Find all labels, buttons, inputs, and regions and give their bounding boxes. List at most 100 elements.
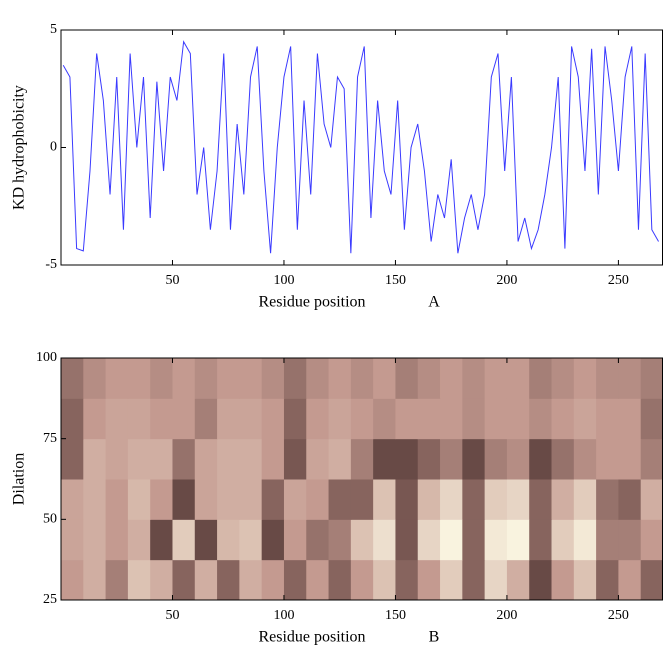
heat-cell — [261, 559, 285, 600]
heat-cell — [172, 479, 196, 520]
heat-cell — [61, 398, 84, 440]
heat-cell — [395, 398, 419, 440]
heat-cell — [350, 438, 374, 480]
heat-cell — [61, 479, 84, 520]
heat-cell — [239, 559, 263, 600]
heat-cell — [484, 438, 508, 480]
x-tick-label: 250 — [608, 608, 629, 623]
y-tick-label: 100 — [36, 350, 57, 365]
heat-cell — [150, 358, 173, 399]
heat-cell — [506, 519, 530, 561]
heat-cell — [551, 438, 575, 480]
heat-cell — [596, 438, 619, 480]
heat-cell — [127, 438, 151, 480]
heat-cell — [127, 398, 151, 440]
heat-cell — [440, 559, 463, 600]
heat-cell — [239, 358, 263, 399]
heat-cell — [172, 519, 196, 561]
heat-cell — [551, 559, 575, 600]
heat-cell — [350, 358, 374, 399]
heat-cell — [484, 479, 508, 520]
heat-cell — [105, 358, 129, 399]
heat-cell — [172, 438, 196, 480]
heat-cell — [506, 358, 530, 399]
heat-cell — [150, 438, 173, 480]
heat-cell — [618, 398, 642, 440]
heat-cell — [328, 479, 352, 520]
heat-cell — [328, 398, 352, 440]
heat-cell — [306, 358, 330, 399]
heat-cell — [440, 398, 463, 440]
heat-cell — [61, 559, 84, 600]
heat-cell — [261, 519, 285, 561]
heat-cell — [573, 398, 597, 440]
heat-cell — [194, 559, 218, 600]
heat-cell — [217, 438, 240, 480]
heat-cell — [551, 398, 575, 440]
heat-cell — [640, 438, 663, 480]
heat-cell — [306, 438, 330, 480]
heat-cell — [150, 398, 173, 440]
heat-cell — [462, 479, 486, 520]
heat-cell — [417, 519, 441, 561]
heat-cell — [618, 479, 642, 520]
heat-cell — [640, 479, 663, 520]
heat-cell — [395, 559, 419, 600]
heat-cell — [83, 438, 107, 480]
heat-cell — [306, 519, 330, 561]
heat-cell — [350, 479, 374, 520]
heat-cell — [417, 398, 441, 440]
heat-cell — [440, 438, 463, 480]
heat-cell — [283, 559, 307, 600]
heat-cell — [618, 519, 642, 561]
heat-cell — [484, 519, 508, 561]
heat-cell — [529, 398, 553, 440]
heat-cell — [573, 559, 597, 600]
heat-cell — [596, 519, 619, 561]
heat-cell — [194, 519, 218, 561]
heat-cell — [306, 559, 330, 600]
heat-cell — [395, 479, 419, 520]
heat-cell — [127, 519, 151, 561]
heat-cell — [83, 559, 107, 600]
heat-cell — [484, 358, 508, 399]
heat-cell — [105, 438, 129, 480]
heat-cell — [83, 398, 107, 440]
heat-cell — [328, 358, 352, 399]
x-tick-label: 50 — [165, 273, 179, 288]
heat-cell — [283, 519, 307, 561]
axes-frame — [60, 29, 663, 266]
heat-cell — [172, 559, 196, 600]
heat-cell — [462, 398, 486, 440]
heat-cell — [506, 438, 530, 480]
panel-label: B — [429, 629, 440, 646]
heat-cell — [150, 559, 173, 600]
heat-cell — [462, 519, 486, 561]
data-line — [62, 40, 659, 254]
heat-cell — [217, 398, 240, 440]
heat-cell — [484, 398, 508, 440]
heat-cell — [239, 438, 263, 480]
heat-cell — [194, 479, 218, 520]
plot-area — [61, 358, 663, 600]
heat-cell — [239, 398, 263, 440]
heat-cell — [618, 559, 642, 600]
heat-cell — [373, 438, 396, 480]
heat-cell — [640, 519, 663, 561]
heat-cell — [640, 358, 663, 399]
heat-cell — [127, 358, 151, 399]
heat-cell — [261, 398, 285, 440]
heat-cell — [529, 358, 553, 399]
heat-cell — [328, 519, 352, 561]
panel-label: A — [428, 294, 440, 311]
heat-cell — [127, 559, 151, 600]
heat-cell — [640, 398, 663, 440]
x-tick-label: 150 — [385, 273, 406, 288]
heat-cell — [83, 519, 107, 561]
heat-cell — [484, 559, 508, 600]
heat-cell — [395, 519, 419, 561]
heat-cell — [506, 559, 530, 600]
heat-cell — [618, 358, 642, 399]
x-tick-label: 200 — [496, 273, 517, 288]
heat-cell — [573, 358, 597, 399]
